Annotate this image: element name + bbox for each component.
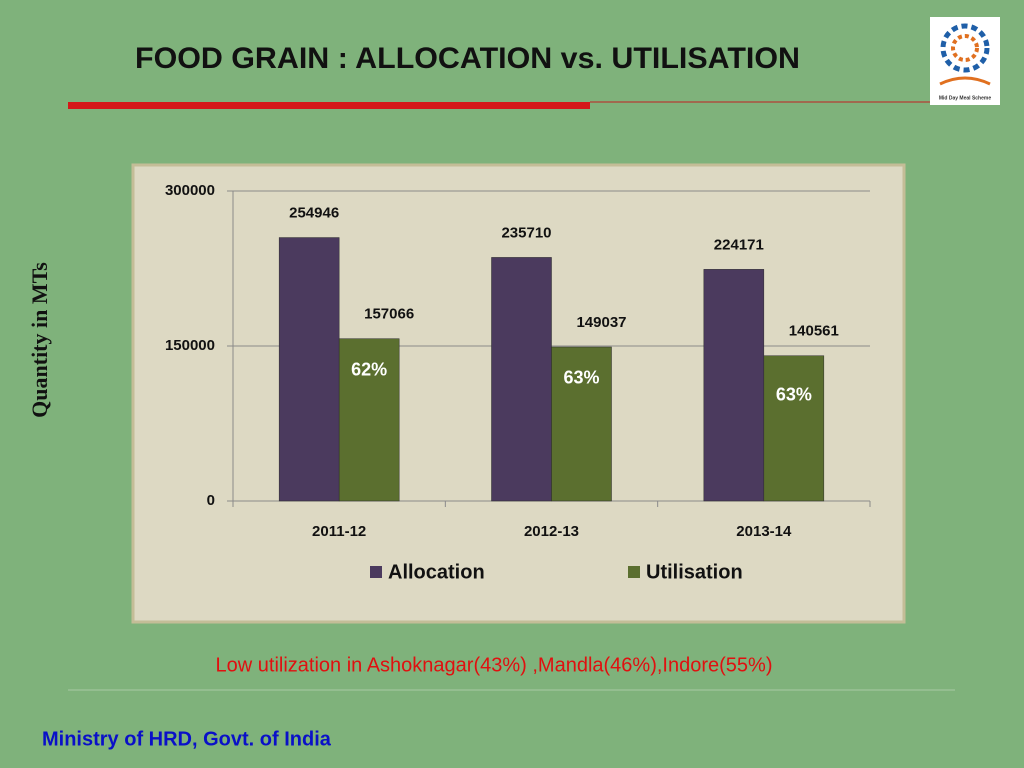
x-tick-label: 2012-13 <box>524 523 579 540</box>
value-label: 140561 <box>789 323 839 340</box>
y-tick-label: 300000 <box>165 182 215 199</box>
value-label: 254946 <box>289 205 339 222</box>
legend-label: Utilisation <box>646 561 743 583</box>
x-tick-label: 2013-14 <box>736 523 792 540</box>
logo: Mid Day Meal Scheme <box>930 17 1000 105</box>
bar <box>338 338 400 502</box>
bar <box>551 346 612 502</box>
value-label: 224171 <box>714 236 764 253</box>
value-label: 149037 <box>576 314 626 331</box>
note: Low utilization in Ashoknagar(43%) ,Mand… <box>216 654 773 676</box>
value-label: 235710 <box>501 224 551 241</box>
x-tick-label: 2011-12 <box>312 523 366 540</box>
legend-label: Allocation <box>388 561 485 583</box>
bar <box>278 237 340 502</box>
legend-swatch <box>628 566 640 578</box>
percent-label: 62% <box>351 359 387 379</box>
legend-swatch <box>370 566 382 578</box>
y-axis-label: Quantity in MTs <box>27 262 52 418</box>
bar <box>491 257 552 502</box>
value-label: 157066 <box>364 306 414 323</box>
y-tick-label: 0 <box>207 492 215 509</box>
logo-caption: Mid Day Meal Scheme <box>939 95 991 101</box>
footer: Ministry of HRD, Govt. of India <box>42 728 332 750</box>
bar <box>703 269 765 502</box>
percent-label: 63% <box>563 368 599 388</box>
title-rule <box>68 102 590 109</box>
slide-title: FOOD GRAIN : ALLOCATION vs. UTILISATION <box>135 42 800 75</box>
y-tick-label: 150000 <box>165 337 215 354</box>
percent-label: 63% <box>776 385 812 405</box>
bar <box>763 355 825 502</box>
